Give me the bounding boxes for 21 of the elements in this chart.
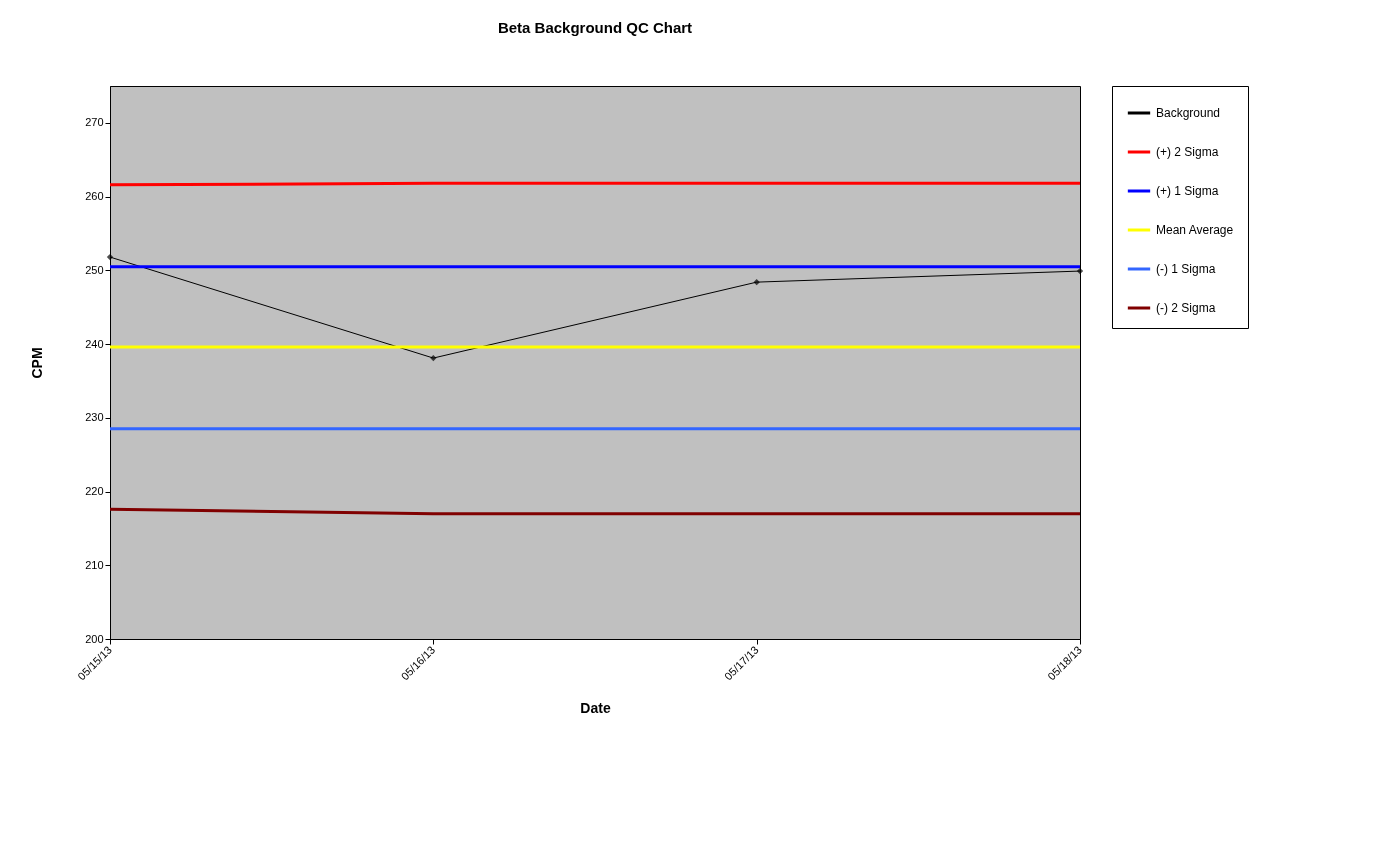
y-tick-label: 200 [85, 632, 104, 645]
y-tick-label: 270 [85, 116, 104, 129]
y-tick-label: 260 [85, 190, 104, 203]
y-tick-label: 230 [85, 411, 104, 424]
legend-label: Background [1156, 106, 1221, 120]
x-axis-title: Date [580, 700, 611, 717]
legend-label: (-) 1 Sigma [1156, 262, 1216, 276]
point [753, 278, 760, 286]
legend-label: Mean Average [1156, 223, 1234, 237]
legend-label: (+) 2 Sigma [1156, 145, 1219, 159]
y-tick-label: 220 [85, 485, 104, 498]
legend-label: (-) 2 Sigma [1156, 301, 1216, 315]
legend-label: (+) 1 Sigma [1156, 184, 1219, 198]
y-tick-label: 250 [85, 263, 104, 276]
point [430, 354, 437, 362]
y-tick-label: 210 [85, 558, 104, 571]
y-axis-title: CPM [29, 347, 46, 379]
point [106, 253, 114, 261]
chart-title: Beta Background QC Chart [497, 18, 693, 36]
y-tick-label: 240 [85, 337, 104, 350]
point [1076, 267, 1084, 275]
